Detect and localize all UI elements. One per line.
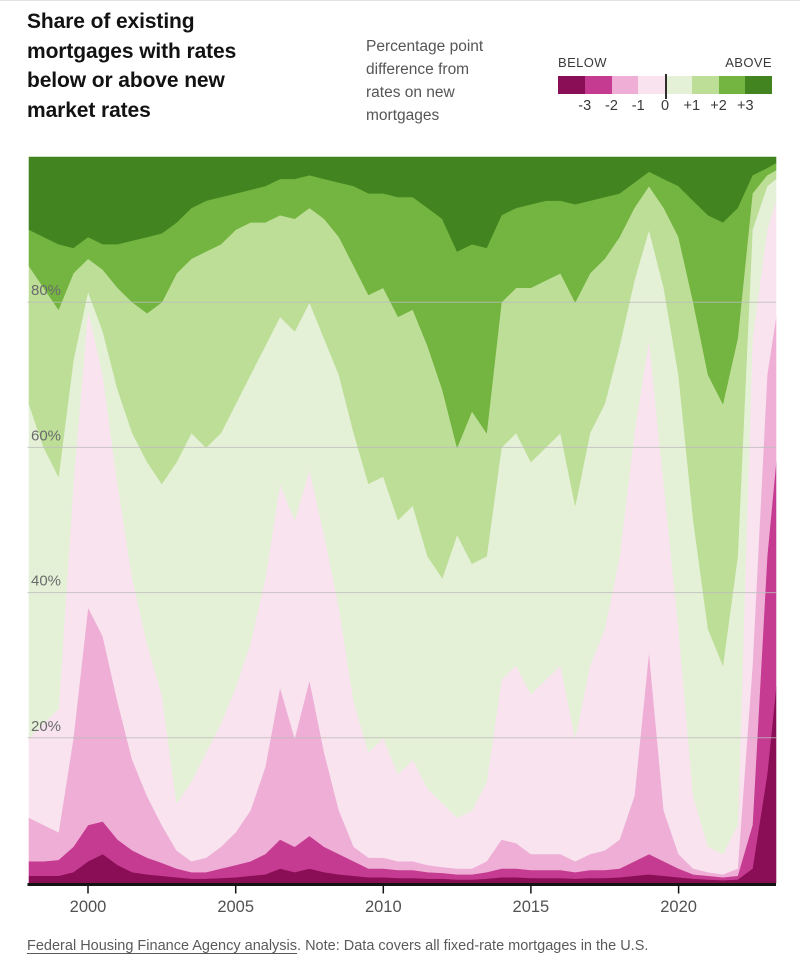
legend-swatch-above-plus3 [745, 76, 772, 94]
legend-swatch-0-to-plus1 [665, 76, 692, 94]
legend-tick-label: +1 [683, 98, 701, 114]
x-axis-label-2020: 2020 [660, 898, 697, 916]
legend-tick-label: 0 [660, 98, 670, 114]
legend-swatch-minus3-to-minus2 [584, 76, 612, 94]
x-axis-label-2010: 2010 [365, 898, 402, 916]
legend-description: Percentage point difference from rates o… [366, 38, 484, 124]
y-axis-label-20: 20% [31, 718, 61, 735]
legend-swatch-plus1-to-plus2 [691, 76, 719, 94]
legend-zero-tick [665, 74, 667, 99]
legend-swatch-minus1-to-0 [638, 76, 665, 94]
legend-swatch-below-minus3 [558, 76, 585, 94]
legend-tick-label: +2 [710, 98, 727, 114]
x-axis-label-2015: 2015 [513, 898, 550, 916]
source-link[interactable]: Federal Housing Finance Agency analysis [27, 938, 298, 954]
legend-swatch-minus2-to-minus1 [611, 76, 639, 94]
source-note: Federal Housing Finance Agency analysis.… [27, 936, 767, 956]
legend-below-label: BELOW [558, 55, 607, 70]
legend-tick-label: -2 [605, 98, 618, 114]
source-note-text: . Note: Data covers all fixed-rate mortg… [297, 938, 649, 954]
legend-tick-label: -3 [578, 98, 592, 114]
legend-swatch-plus2-to-plus3 [718, 76, 746, 94]
legend-color-ramp [558, 74, 772, 99]
legend-extremes-row: BELOW ABOVE [558, 55, 772, 70]
legend-tick-label: -1 [631, 98, 645, 114]
legend-above-label: ABOVE [725, 55, 772, 70]
y-axis-label-40: 40% [31, 573, 61, 590]
y-axis-label-80: 80% [31, 282, 61, 299]
area-band-above-plus3 [28, 156, 777, 252]
x-axis-label-2005: 2005 [217, 898, 254, 916]
legend: BELOW ABOVE -3 -2 -1 0 +1 +2 +3 [558, 55, 772, 116]
page-title: Share of existing mortgages with rates b… [27, 10, 237, 122]
x-axis-label-2000: 2000 [70, 898, 107, 916]
legend-tick-labels: -3 -2 -1 0 +1 +2 +3 [558, 98, 772, 116]
y-axis-label-60: 60% [31, 427, 61, 444]
legend-tick-label: +3 [736, 98, 754, 114]
